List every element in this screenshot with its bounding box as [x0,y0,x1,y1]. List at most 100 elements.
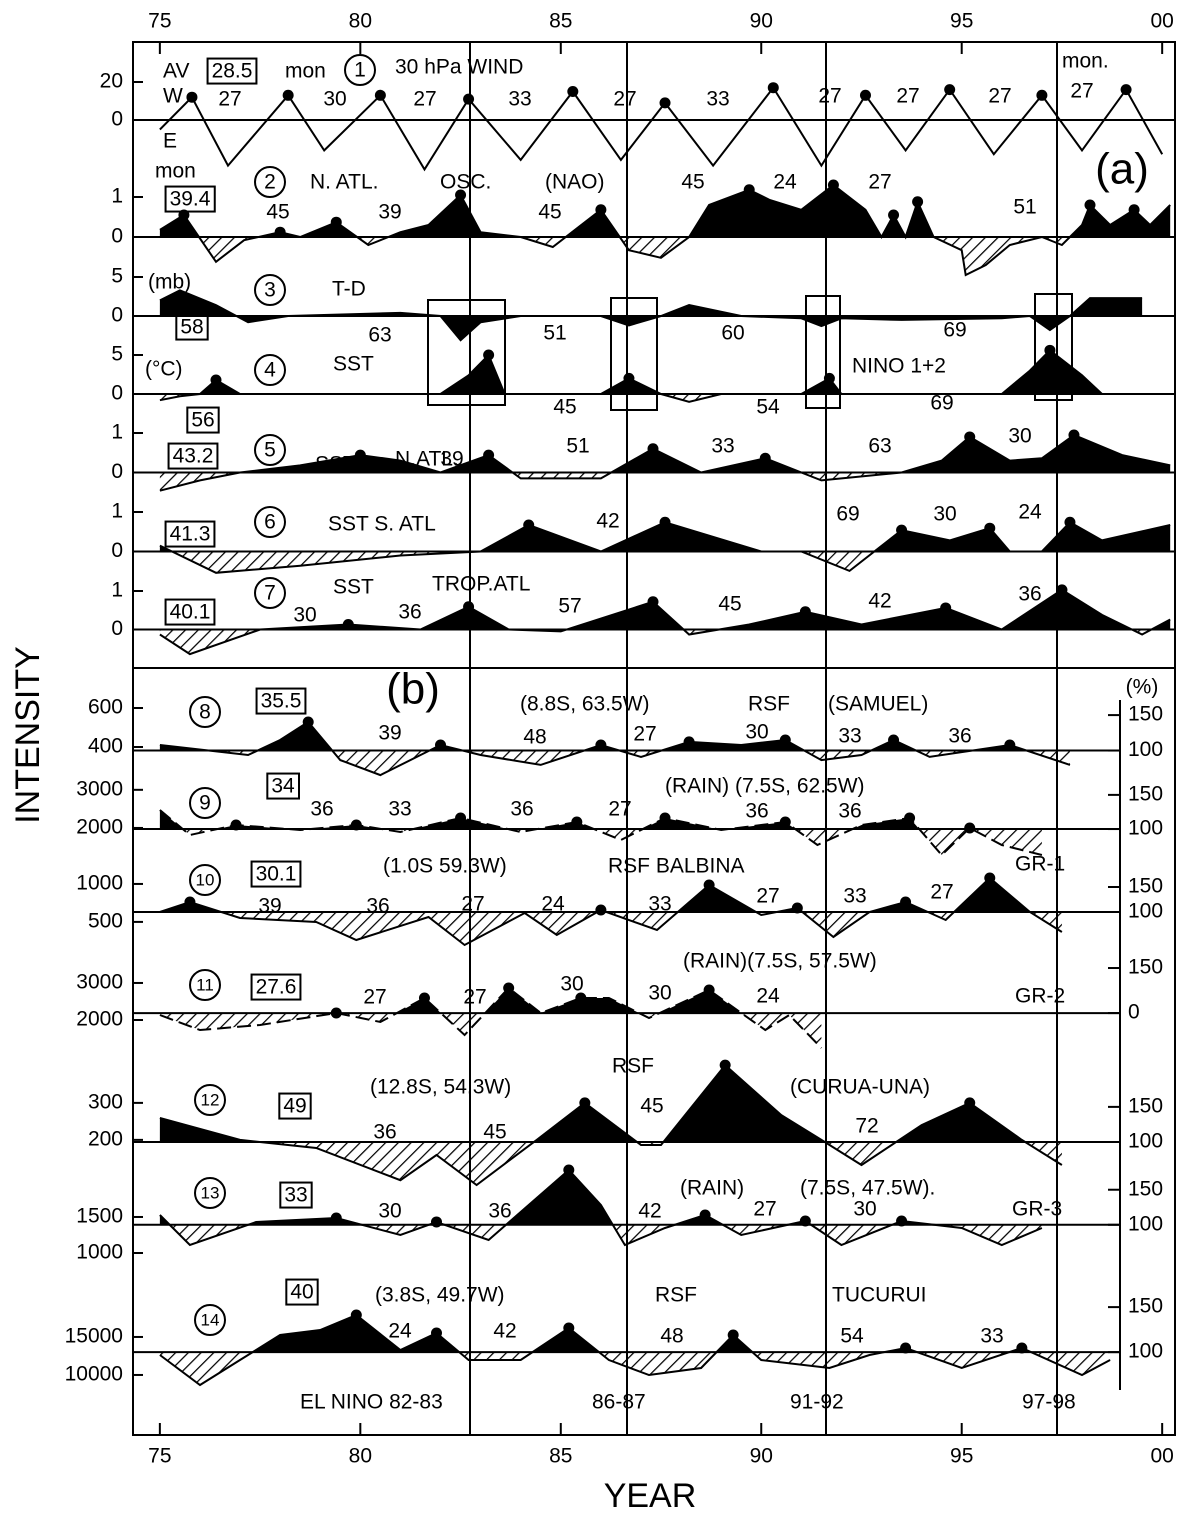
y2-tick-label: 100 [1128,1130,1163,1153]
panel-text: T-D [332,278,366,301]
period-label: 45 [718,593,741,616]
period-label: 51 [543,322,566,345]
period-label: 36 [948,725,971,748]
period-box [164,520,216,548]
series-line [159,183,1171,277]
panel-number: 8 [199,701,211,724]
period-label: 33 [980,1325,1003,1348]
period-label: 27 [1070,80,1093,103]
peak-marker [186,91,198,103]
panel-number-circle [189,969,221,1001]
y-tick-label: 1 [111,500,123,523]
period-label: 30 [293,604,316,627]
period-average: 39.4 [170,188,211,211]
peak-marker [823,372,835,384]
x-tick-label: 80 [349,10,372,33]
peak-marker [595,904,607,916]
period-label: 36 [310,798,333,821]
period-label: 27 [633,723,656,746]
panel-text: E [163,130,177,153]
panel-text: (°C) [145,358,183,381]
period-label: 27 [461,893,484,916]
period-average: 33 [284,1184,307,1207]
peak-marker [575,992,587,1004]
panel-text: (mb) [148,271,191,294]
period-label: 42 [493,1320,516,1343]
x-tick-label: 75 [148,1445,171,1468]
peak-marker [659,812,671,824]
y-tick-label: 1500 [76,1205,123,1228]
period-label: 42 [596,510,619,533]
period-label: 39 [258,895,281,918]
y-tick-label: 2000 [76,816,123,839]
period-average: 35.5 [261,690,302,713]
panel-number-circle [254,506,286,538]
series-line [159,521,1171,574]
peak-marker [1056,584,1068,596]
panel-number-circle [344,54,376,86]
peak-marker [595,204,607,216]
event-label: 91-92 [790,1391,844,1414]
period-label: 39 [378,201,401,224]
y-tick-label: 0 [111,225,123,248]
period-label: 69 [836,503,859,526]
period-label: 30 [853,1198,876,1221]
y-tick-label: 600 [88,696,123,719]
negative-area [159,551,1171,573]
y-tick-label: 10000 [65,1363,123,1386]
peak-marker [455,189,467,201]
peak-marker [699,1209,711,1221]
period-label: 36 [366,895,389,918]
period-label: 33 [706,88,729,111]
period-label: 27 [988,85,1011,108]
peak-marker [984,872,996,884]
period-label: 24 [773,171,797,194]
negative-area [159,1013,822,1048]
period-average: 58 [180,316,203,339]
event-label: 97-98 [1022,1391,1076,1414]
period-average: 41.3 [170,523,211,546]
period-box [186,406,220,434]
period-label: 36 [1018,583,1041,606]
panel-text: GR-3 [1012,1198,1062,1221]
series-line [159,809,1043,857]
peak-marker [1036,89,1048,101]
y-tick-label: 0 [111,108,123,131]
event-box [427,299,506,406]
positive-area [159,810,972,830]
y-tick-label: 15000 [65,1325,123,1348]
peak-marker [900,896,912,908]
panel-number-circle [194,1177,226,1209]
x-tick-label: 90 [750,1445,773,1468]
x-tick-label: 95 [950,1445,973,1468]
peak-marker [896,1215,908,1227]
panel-text: (8.8S, 63.5W) [520,693,650,716]
period-label: 63 [868,435,891,458]
period-label: 30 [323,88,346,111]
period-box [167,442,219,470]
peak-marker [940,602,952,614]
panel-text: NINO 1+2 [852,355,946,378]
y-tick-label: 5 [111,265,123,288]
y2-tick-label: 150 [1128,1094,1163,1117]
peak-marker [330,1212,342,1224]
period-average: 27.6 [256,976,297,999]
y2-tick-label: 150 [1128,782,1163,805]
frame [132,41,1176,1436]
y-tick-label: 1000 [76,871,123,894]
peak-marker [888,734,900,746]
period-label: 42 [638,1200,661,1223]
negative-area [159,912,1062,945]
period-label: 24 [756,985,780,1008]
period-label: 36 [745,800,768,823]
period-label: 30 [745,721,768,744]
peak-marker [647,596,659,608]
positive-area [159,1170,935,1225]
period-label: 39 [378,722,401,745]
peak-marker [1128,204,1140,216]
peak-marker [503,982,515,994]
panel-number-circle [189,864,221,896]
negative-area [259,1141,1062,1185]
period-average: 43.2 [173,445,214,468]
